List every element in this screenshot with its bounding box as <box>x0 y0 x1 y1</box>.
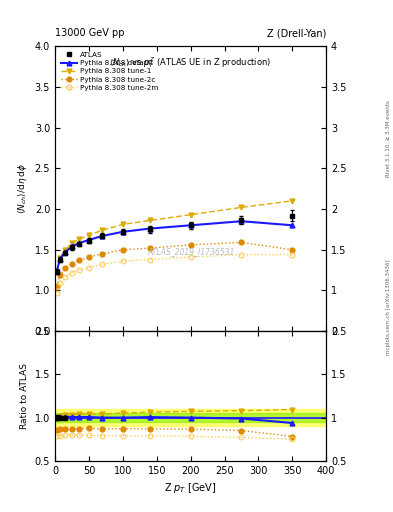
Bar <box>55 409 326 426</box>
Legend: ATLAS, Pythia 8.308 default, Pythia 8.308 tune-1, Pythia 8.308 tune-2c, Pythia 8: ATLAS, Pythia 8.308 default, Pythia 8.30… <box>59 50 161 93</box>
Text: ATLAS_2019_I1736531: ATLAS_2019_I1736531 <box>147 247 234 256</box>
Text: mcplots.cern.ch [arXiv:1306.3436]: mcplots.cern.ch [arXiv:1306.3436] <box>386 260 391 355</box>
Y-axis label: Ratio to ATLAS: Ratio to ATLAS <box>20 363 29 429</box>
Bar <box>55 413 326 422</box>
Text: $\langle N_{ch}\rangle$ vs $p_T^Z$ (ATLAS UE in Z production): $\langle N_{ch}\rangle$ vs $p_T^Z$ (ATLA… <box>110 55 272 70</box>
Text: Rivet 3.1.10, ≥ 3.3M events: Rivet 3.1.10, ≥ 3.3M events <box>386 100 391 177</box>
Text: Z (Drell-Yan): Z (Drell-Yan) <box>267 28 326 38</box>
Y-axis label: $\langle N_{ch}\rangle/\mathrm{d}\eta\,\mathrm{d}\phi$: $\langle N_{ch}\rangle/\mathrm{d}\eta\,\… <box>16 163 29 214</box>
X-axis label: Z $p_T$ [GeV]: Z $p_T$ [GeV] <box>164 481 217 495</box>
Text: 13000 GeV pp: 13000 GeV pp <box>55 28 125 38</box>
